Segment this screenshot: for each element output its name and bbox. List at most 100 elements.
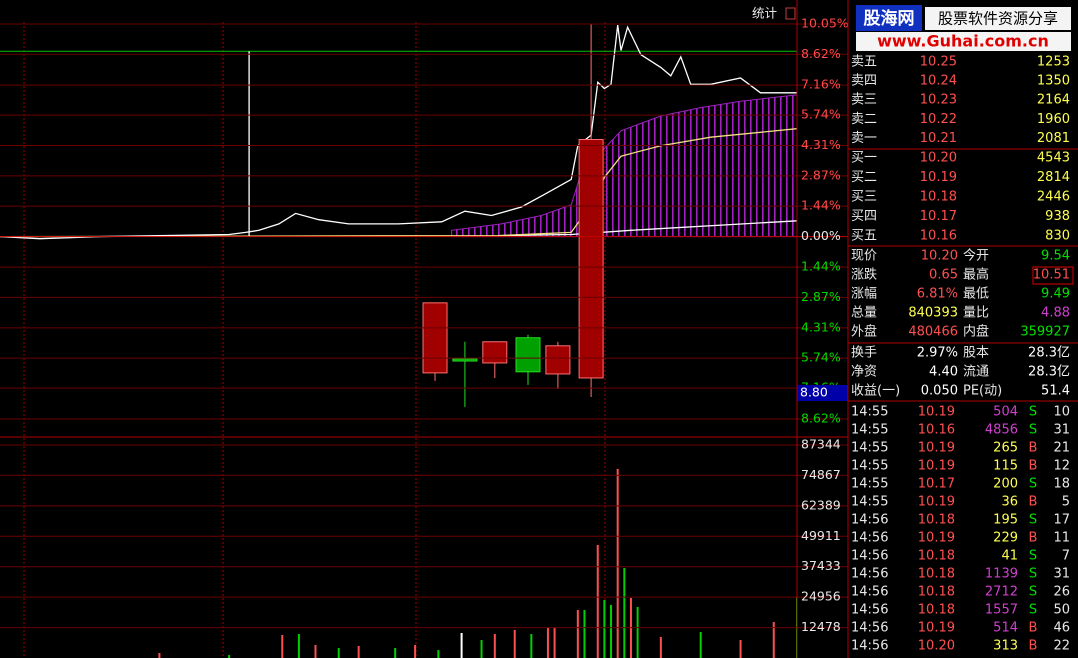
quote-value: 480466 bbox=[908, 325, 958, 340]
trade-volume: 229 bbox=[993, 531, 1018, 546]
y-tick-label: 2.87% bbox=[801, 167, 841, 182]
candle-body bbox=[482, 341, 508, 364]
trade-side: S bbox=[1029, 603, 1037, 618]
book-label: 买五 bbox=[851, 229, 877, 244]
book-volume: 1960 bbox=[1037, 112, 1070, 127]
quote-value: 10.51 bbox=[1033, 268, 1070, 283]
trade-time: 14:56 bbox=[851, 603, 888, 618]
trade-side: B bbox=[1029, 621, 1038, 636]
y-tick-label: 5.74% bbox=[801, 107, 841, 122]
price-line bbox=[0, 25, 797, 240]
quote-value: 28.3亿 bbox=[1028, 365, 1070, 380]
axes: 10.05% 8.62% 7.16% 5.74% 4.31% 2.87% 1.44% 0.00… bbox=[0, 16, 849, 634]
volume-bar bbox=[739, 639, 742, 658]
trade-time: 14:56 bbox=[851, 567, 888, 582]
url-box bbox=[856, 32, 1071, 51]
y-tick-label: 49911 bbox=[801, 528, 841, 543]
candle-body bbox=[452, 358, 478, 362]
trade-volume: 313 bbox=[993, 639, 1018, 654]
trade-volume: 1139 bbox=[985, 567, 1018, 582]
quote-value: 0.65 bbox=[929, 268, 958, 283]
volume-bar bbox=[480, 639, 483, 658]
book-volume: 2446 bbox=[1037, 190, 1070, 205]
trade-time: 14:56 bbox=[851, 531, 888, 546]
y-tick-label: 4.31% bbox=[801, 137, 841, 152]
trade-volume: 1557 bbox=[985, 603, 1018, 618]
y-tick-label: 87344 bbox=[801, 436, 841, 451]
volume-bar bbox=[158, 652, 161, 658]
trade-time: 14:55 bbox=[851, 405, 888, 420]
y-tick-label: 0.00% bbox=[801, 228, 841, 243]
book-label: 买四 bbox=[851, 209, 877, 224]
book-price: 10.20 bbox=[920, 151, 957, 166]
quote-value: 10.20 bbox=[921, 249, 958, 264]
trade-count: 31 bbox=[1053, 423, 1070, 438]
volume-bar bbox=[699, 631, 702, 658]
trade-price: 10.16 bbox=[918, 423, 955, 438]
trade-count: 46 bbox=[1053, 621, 1070, 636]
y-tick-label: 8.62% bbox=[801, 411, 841, 426]
quote-label: 涨幅 bbox=[851, 287, 877, 302]
toolbar-icon[interactable] bbox=[785, 7, 796, 20]
y-tick-label: 37433 bbox=[801, 558, 841, 573]
quote-value: 840393 bbox=[908, 306, 958, 321]
brand-box bbox=[856, 5, 922, 31]
y-tick-label: 5.74% bbox=[801, 350, 841, 365]
y-tick-label: 24956 bbox=[801, 589, 841, 604]
trade-side: S bbox=[1029, 585, 1037, 600]
quote-value: 28.3亿 bbox=[1028, 346, 1070, 361]
trade-count: 11 bbox=[1053, 531, 1070, 546]
cursor-label: 8.80 bbox=[800, 385, 828, 400]
price-pane bbox=[0, 24, 797, 407]
book-volume: 2164 bbox=[1037, 93, 1070, 108]
volume-pane bbox=[158, 468, 797, 658]
book-label: 卖三 bbox=[851, 93, 877, 108]
toolbar-label[interactable]: 统计 bbox=[752, 6, 777, 21]
y-tick-label: 1.44% bbox=[801, 259, 841, 274]
trade-side: S bbox=[1029, 513, 1037, 528]
book-volume: 1350 bbox=[1037, 74, 1070, 89]
quote-value: 0.050 bbox=[921, 384, 958, 399]
candle-body bbox=[515, 337, 541, 373]
trade-price: 10.18 bbox=[918, 567, 955, 582]
trade-count: 17 bbox=[1053, 513, 1070, 528]
quote-label: 收益(一) bbox=[851, 384, 900, 399]
trade-price: 10.19 bbox=[918, 459, 955, 474]
trade-side: S bbox=[1029, 423, 1037, 438]
quote-label: 最低 bbox=[963, 287, 989, 302]
quote-panel: 卖五 10.25 1253 卖四 10.24 1350 卖三 10.23 2164 卖二 10.22… bbox=[848, 55, 1078, 654]
trade-volume: 200 bbox=[993, 477, 1018, 492]
volume-bar bbox=[603, 599, 606, 658]
volume-bar bbox=[281, 634, 284, 658]
y-tick-label: 74867 bbox=[801, 467, 841, 482]
y-tick-label: 7.16% bbox=[801, 77, 841, 92]
quote-label: 外盘 bbox=[851, 324, 877, 340]
trade-count: 26 bbox=[1053, 585, 1070, 600]
volume-bar bbox=[460, 632, 463, 658]
trade-volume: 265 bbox=[993, 441, 1018, 456]
trade-side: B bbox=[1029, 531, 1038, 546]
book-label: 卖一 bbox=[851, 131, 877, 146]
book-price: 10.19 bbox=[920, 170, 957, 185]
book-label: 卖五 bbox=[851, 55, 877, 70]
book-price: 10.17 bbox=[920, 209, 957, 224]
trade-time: 14:56 bbox=[851, 513, 888, 528]
volume-bar bbox=[659, 636, 662, 658]
volume-bar bbox=[493, 633, 496, 658]
trade-time: 14:56 bbox=[851, 549, 888, 564]
trade-price: 10.19 bbox=[918, 405, 955, 420]
trade-volume: 195 bbox=[993, 513, 1018, 528]
y-tick-label: 4.31% bbox=[801, 319, 841, 334]
slogan: 股票软件资源分享 bbox=[938, 10, 1058, 28]
trade-time: 14:55 bbox=[851, 423, 888, 438]
y-tick-label: 62389 bbox=[801, 497, 841, 512]
book-volume: 2081 bbox=[1037, 131, 1070, 146]
trade-count: 10 bbox=[1053, 405, 1070, 420]
trade-count: 5 bbox=[1062, 495, 1070, 510]
book-price: 10.23 bbox=[920, 93, 957, 108]
y-tick-label: 8.62% bbox=[801, 46, 841, 61]
trade-price: 10.20 bbox=[918, 639, 955, 654]
volume-bar bbox=[228, 654, 231, 658]
trade-count: 18 bbox=[1053, 477, 1070, 492]
book-price: 10.21 bbox=[920, 131, 957, 146]
